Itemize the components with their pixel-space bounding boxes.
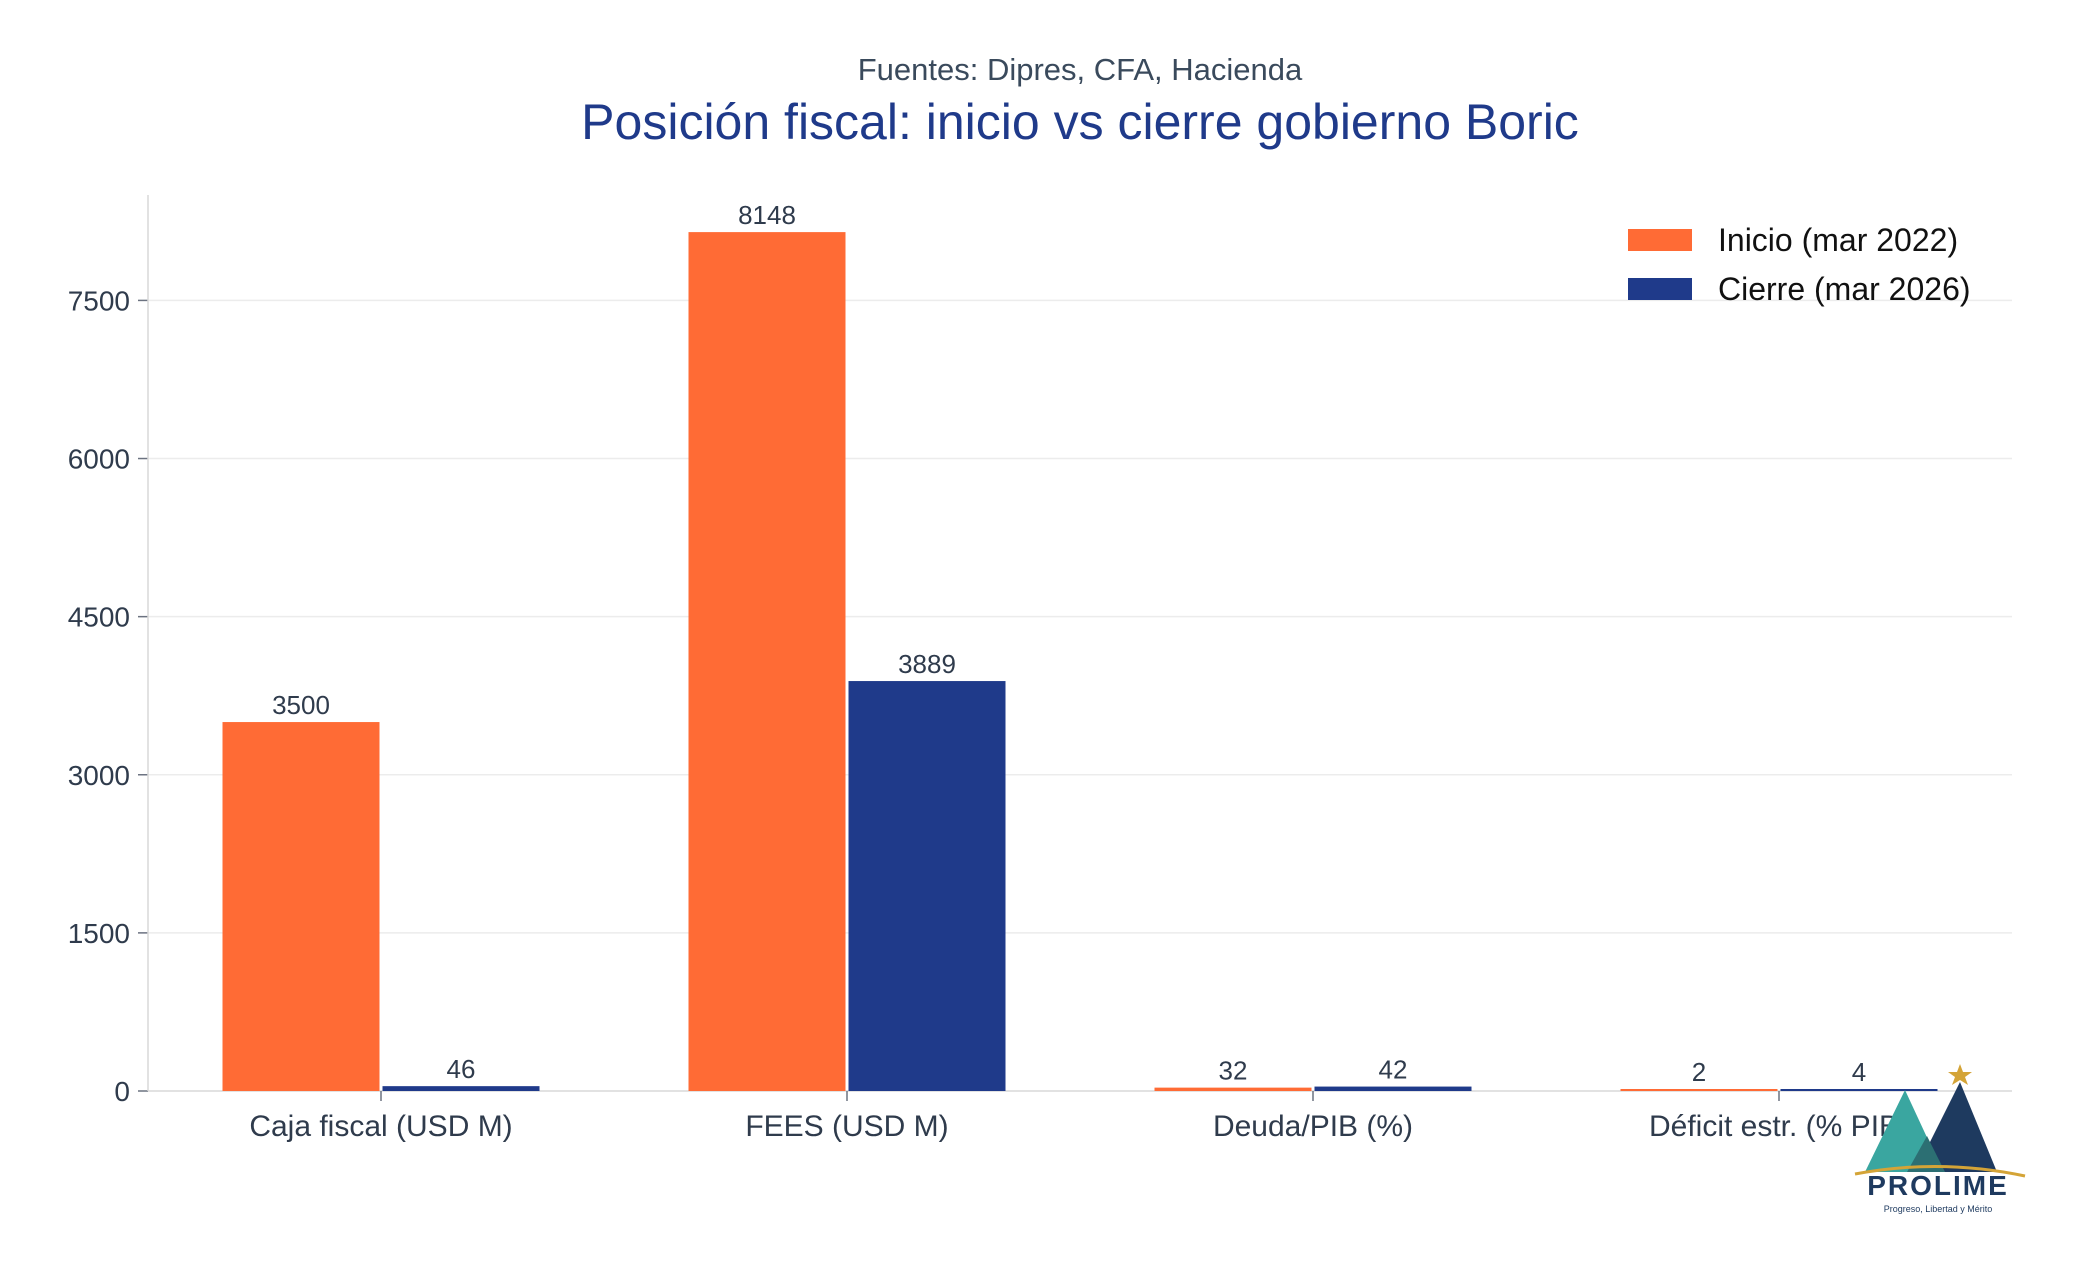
logo-swoosh — [1854, 1165, 2026, 1178]
y-tick-label: 3000 — [68, 760, 130, 791]
chart-title: Posición fiscal: inicio vs cierre gobier… — [581, 94, 1579, 150]
logo-star-icon — [1948, 1064, 1972, 1085]
bar-value-label: 32 — [1219, 1056, 1248, 1086]
gridlines — [148, 299, 2012, 934]
legend-swatch — [1628, 229, 1692, 251]
y-tick-label: 1500 — [68, 918, 130, 949]
x-category-label: Deuda/PIB (%) — [1213, 1110, 1413, 1143]
bar-inicio — [1620, 1089, 1778, 1091]
chart-subtitle: Fuentes: Dipres, CFA, Hacienda — [857, 52, 1303, 87]
axes: 0 1500 3000 4500 6000 7500 Caja fiscal (USD M)… — [68, 195, 2012, 1143]
bar-value-label: 42 — [1379, 1055, 1408, 1085]
bar-cierre — [382, 1086, 540, 1091]
bar-cierre — [1314, 1086, 1472, 1091]
legend-label: Inicio (mar 2022) — [1718, 222, 1958, 258]
legend-label: Cierre (mar 2026) — [1718, 271, 1971, 307]
logo-mountain-dark — [1915, 1082, 1997, 1172]
x-category-label: Caja fiscal (USD M) — [249, 1110, 512, 1143]
logo-tagline: Progreso, Libertad y Mérito — [1883, 1204, 1993, 1214]
bar-value-label: 8148 — [738, 200, 796, 230]
bar-value-label: 46 — [447, 1054, 476, 1084]
y-tick-label: 0 — [114, 1076, 130, 1107]
y-tick-label: 4500 — [68, 602, 130, 633]
x-category-label: FEES (USD M) — [745, 1110, 948, 1143]
bar-value-label: 3500 — [272, 690, 330, 720]
bar-inicio — [222, 722, 380, 1091]
logo-mountain-mid — [1907, 1136, 1945, 1172]
bar-value-label: 3889 — [898, 649, 956, 679]
bar-cierre — [848, 681, 1006, 1091]
legend-swatch — [1628, 278, 1692, 300]
y-tick-label: 6000 — [68, 444, 130, 475]
bars — [222, 232, 1938, 1092]
y-tick-label: 7500 — [68, 285, 130, 316]
bar-value-label: 4 — [1852, 1057, 1866, 1087]
bar-value-label: 2 — [1692, 1057, 1706, 1087]
legend: Inicio (mar 2022) Cierre (mar 2026) — [1628, 222, 1971, 307]
bar-inicio — [1154, 1087, 1312, 1091]
logo-name: PROLIME — [1867, 1170, 2009, 1201]
bar-cierre — [1780, 1089, 1938, 1091]
bar-inicio — [688, 232, 846, 1092]
prolime-logo — [1854, 1064, 2026, 1178]
data-labels: 3500 46 8148 3889 32 42 2 4 — [272, 200, 1866, 1087]
x-category-label: Déficit estr. (% PIB) — [1649, 1110, 1909, 1143]
